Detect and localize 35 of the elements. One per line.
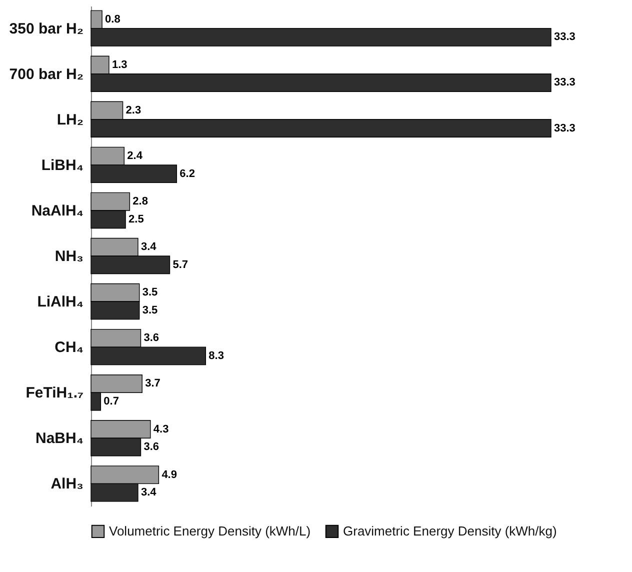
- data-label: 3.4: [140, 486, 158, 499]
- y-tick-label: 700 bar H₂: [9, 66, 84, 83]
- data-label: 2.5: [128, 213, 144, 226]
- data-label: 4.9: [162, 468, 177, 481]
- data-label: 6.2: [180, 168, 195, 180]
- data-label: 3.6: [144, 441, 160, 454]
- data-label: 2.4: [127, 150, 144, 162]
- data-label: 3.5: [142, 286, 158, 299]
- data-label: 33.3: [554, 76, 576, 89]
- y-tick-label: LH₂: [56, 111, 84, 128]
- data-label: 1.3: [112, 58, 128, 71]
- y-tick-label: NaBH₄: [36, 430, 84, 448]
- data-label: 3.5: [142, 304, 158, 316]
- data-label: 2.3: [126, 104, 142, 117]
- data-label: 33.3: [554, 122, 576, 134]
- data-label: 0.8: [105, 13, 120, 26]
- y-tick-label: NH₃: [54, 248, 84, 265]
- y-tick-label: FeTiH₁.₇: [26, 384, 84, 402]
- data-label: 2.8: [132, 196, 148, 208]
- data-label: 4.3: [153, 423, 169, 436]
- legend-label: Volumetric Energy Density (kWh/L): [109, 523, 311, 538]
- y-tick-label: LiAlH₄: [37, 294, 84, 311]
- y-tick-label: CH₄: [54, 339, 84, 356]
- data-label: 5.7: [172, 258, 188, 271]
- y-tick-label: LiBH₄: [41, 156, 84, 174]
- data-label: 3.7: [145, 378, 160, 390]
- y-tick-label: NaAlH₄: [31, 202, 84, 220]
- data-label: 3.6: [144, 332, 160, 344]
- data-label: 3.4: [140, 241, 158, 254]
- y-tick-label: 350 bar H₂: [9, 20, 84, 38]
- data-label: 8.3: [208, 350, 224, 362]
- y-tick-label: AlH₃: [50, 476, 84, 493]
- data-label: 33.3: [554, 31, 576, 44]
- legend-label: Gravimetric Energy Density (kWh/kg): [343, 523, 557, 538]
- data-label: 0.7: [104, 395, 119, 408]
